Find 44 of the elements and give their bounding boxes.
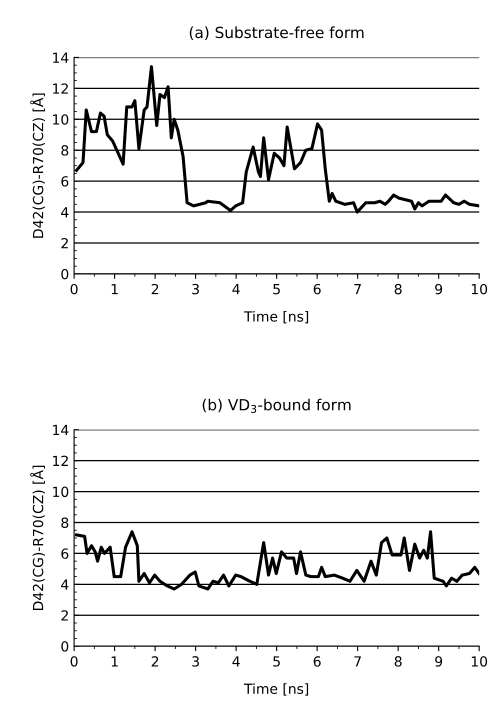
y-tick-label: 4 <box>61 207 68 218</box>
x-tick-label: 2 <box>152 656 158 666</box>
x-tick-label: 4 <box>232 284 240 294</box>
x-tick-label: 4 <box>232 656 240 666</box>
x-tick-label: 5 <box>273 656 280 667</box>
y-tick-label: 10 <box>53 114 68 125</box>
y-tick-label: 14 <box>53 52 68 63</box>
y-tick-label: 6 <box>61 548 68 559</box>
y-tick-label: 0 <box>61 641 68 652</box>
y-tick-label: 10 <box>53 486 68 498</box>
x-tick-label: 6 <box>314 284 321 294</box>
x-tick-label: 0 <box>70 656 78 667</box>
x-axis-title: Time [ns] <box>244 310 308 324</box>
x-tick-label: 1 <box>112 656 118 666</box>
x-tick-label: 0 <box>70 284 78 294</box>
chart-title: (a) Substrate-free form <box>190 26 364 40</box>
x-tick-label: 5 <box>273 284 280 294</box>
y-tick-label: 8 <box>61 517 68 528</box>
x-tick-label: 1 <box>112 284 118 294</box>
x-tick-label: 8 <box>394 284 402 294</box>
x-tick-label: 7 <box>354 656 361 666</box>
x-tick-label: 6 <box>314 656 321 667</box>
x-tick-label: 3 <box>192 656 199 667</box>
x-tick-label: 7 <box>354 284 361 294</box>
y-tick-label: 12 <box>53 456 68 466</box>
y-tick-label: 2 <box>61 238 68 248</box>
x-tick-label: 10 <box>472 656 488 667</box>
x-tick-label: 10 <box>472 284 488 294</box>
x-tick-label: 2 <box>152 284 158 294</box>
y-axis-title: D42(CG)-R70(CZ) [Å] <box>30 93 45 238</box>
x-tick-label: 9 <box>435 284 442 294</box>
y-axis-title: D42(CG)-R70(CZ) [Å] <box>30 466 45 610</box>
y-tick-label: 0 <box>61 268 68 280</box>
y-tick-label: 4 <box>61 580 68 590</box>
y-tick-label: 8 <box>61 145 68 156</box>
x-tick-label: 8 <box>394 656 402 667</box>
y-tick-label: 6 <box>61 176 68 187</box>
y-tick-label: 2 <box>61 610 68 621</box>
x-tick-label: 3 <box>192 284 199 294</box>
chart-title: (b) VD$_{3}$-bound form <box>202 398 351 413</box>
x-tick-label: 9 <box>435 656 442 667</box>
y-tick-label: 14 <box>53 424 68 436</box>
y-tick-label: 12 <box>53 83 68 94</box>
x-axis-title: Time [ns] <box>244 683 308 696</box>
